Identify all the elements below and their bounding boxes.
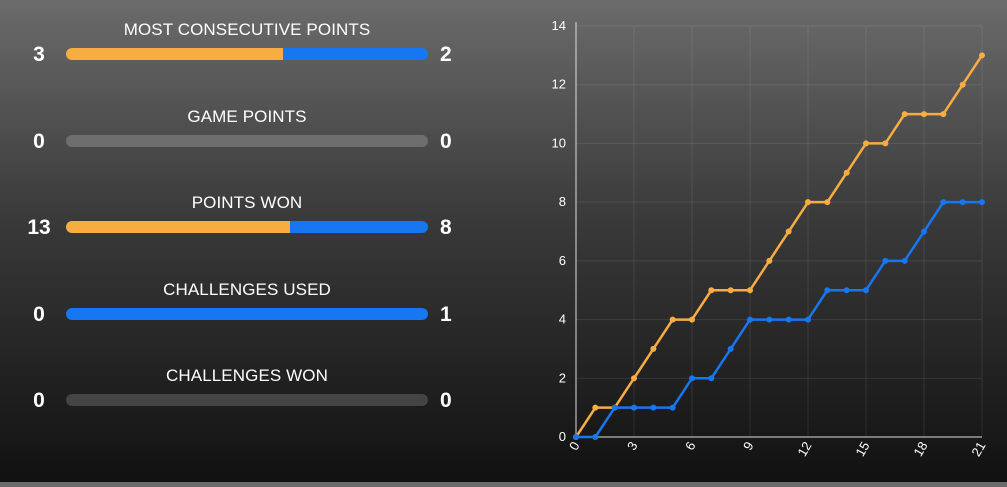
series-line [574, 54, 984, 438]
stat-bar [66, 48, 428, 60]
data-point [843, 169, 850, 176]
data-point [727, 287, 734, 294]
data-point [727, 345, 734, 352]
data-point [882, 257, 889, 264]
stat-title: GAME POINTS [187, 107, 307, 126]
data-point [901, 111, 908, 118]
stat-left-value: 0 [33, 389, 45, 412]
data-point [863, 287, 869, 294]
y-tick-label: 0 [559, 429, 566, 444]
stat-row: POINTS WON 13 8 [0, 193, 500, 263]
data-point [940, 111, 947, 118]
stat-bar [66, 394, 428, 406]
stat-row: GAME POINTS 0 0 [0, 107, 500, 177]
stat-right-value: 2 [440, 43, 452, 66]
stat-bar [66, 221, 428, 233]
stat-bar-right-segment [66, 308, 428, 320]
data-point [959, 199, 966, 206]
data-point [824, 199, 831, 206]
stat-right-value: 8 [440, 216, 452, 239]
stat-right-value: 0 [440, 389, 452, 412]
data-point [805, 199, 811, 206]
stat-left-value: 0 [33, 130, 45, 153]
data-point [689, 375, 695, 382]
y-tick-label: 14 [552, 18, 566, 33]
data-point [882, 140, 889, 147]
x-tick-label: 3 [624, 439, 641, 453]
y-tick-label: 10 [552, 135, 566, 150]
data-point [979, 199, 985, 206]
series-line [576, 200, 982, 439]
stat-row: MOST CONSECUTIVE POINTS 3 2 [0, 20, 500, 90]
stat-row: CHALLENGES WON 0 0 [0, 366, 500, 436]
data-point [785, 228, 792, 235]
data-point [650, 345, 657, 352]
stat-left-value: 3 [33, 43, 45, 66]
data-point [766, 257, 773, 264]
x-tick-label: 18 [910, 439, 930, 459]
data-point [843, 287, 850, 294]
y-tick-label: 12 [552, 77, 566, 92]
data-point [650, 404, 657, 411]
stat-right-value: 0 [440, 130, 452, 153]
stats-panel: MOST CONSECUTIVE POINTS 3 2 GAME POINTS 0 0 PO… [0, 0, 500, 482]
stat-title: CHALLENGES WON [166, 366, 328, 385]
data-point [669, 316, 676, 323]
score-progression-chart: 0 2 4 6 8 10 12 14 0 3 6 9 12 15 18 21 [520, 0, 1007, 482]
stat-bar-left-segment [66, 221, 291, 233]
y-tick-label: 2 [559, 370, 566, 385]
data-point [631, 404, 637, 411]
stat-title: CHALLENGES USED [163, 280, 331, 299]
data-point [921, 228, 927, 235]
data-point [573, 434, 579, 440]
x-tick-label: 6 [682, 439, 699, 453]
x-tick-label: 9 [740, 439, 757, 453]
data-point [959, 81, 966, 88]
data-point [747, 287, 753, 294]
stat-right-value: 1 [440, 303, 452, 326]
data-point [805, 316, 811, 323]
stat-left-value: 0 [33, 303, 45, 326]
stat-bar [66, 135, 428, 147]
chart-svg: 0 2 4 6 8 10 12 14 0 3 6 9 12 15 18 21 [552, 18, 989, 459]
stat-title: MOST CONSECUTIVE POINTS [123, 20, 371, 39]
x-tick-label: 15 [852, 439, 872, 459]
data-point [592, 434, 599, 440]
data-point [708, 287, 715, 294]
data-point [901, 257, 908, 264]
y-tick-label: 8 [559, 194, 566, 209]
stat-row: CHALLENGES USED 0 1 [0, 280, 500, 350]
x-tick-label: 0 [566, 439, 583, 453]
y-tick-label: 4 [559, 312, 566, 327]
stat-left-value: 13 [27, 216, 51, 239]
data-point [766, 316, 773, 323]
x-tick-label: 21 [968, 439, 988, 459]
data-point [940, 199, 947, 206]
x-tick-label: 12 [794, 439, 814, 459]
data-point [863, 140, 869, 147]
data-point [824, 287, 831, 294]
stat-bar-right-segment [290, 221, 428, 233]
data-point [689, 316, 695, 323]
data-point [979, 52, 985, 59]
data-point [708, 375, 715, 382]
stat-bar [66, 308, 428, 320]
y-tick-label: 6 [559, 253, 566, 268]
data-point [747, 316, 753, 323]
data-point [785, 316, 792, 323]
data-point [592, 404, 599, 411]
data-point [611, 404, 618, 411]
stat-bar-left-segment [66, 48, 284, 60]
data-point [669, 404, 676, 411]
stat-title: POINTS WON [191, 193, 303, 212]
data-point [631, 375, 637, 382]
stat-bar-right-segment [283, 48, 428, 60]
data-point [921, 111, 927, 118]
